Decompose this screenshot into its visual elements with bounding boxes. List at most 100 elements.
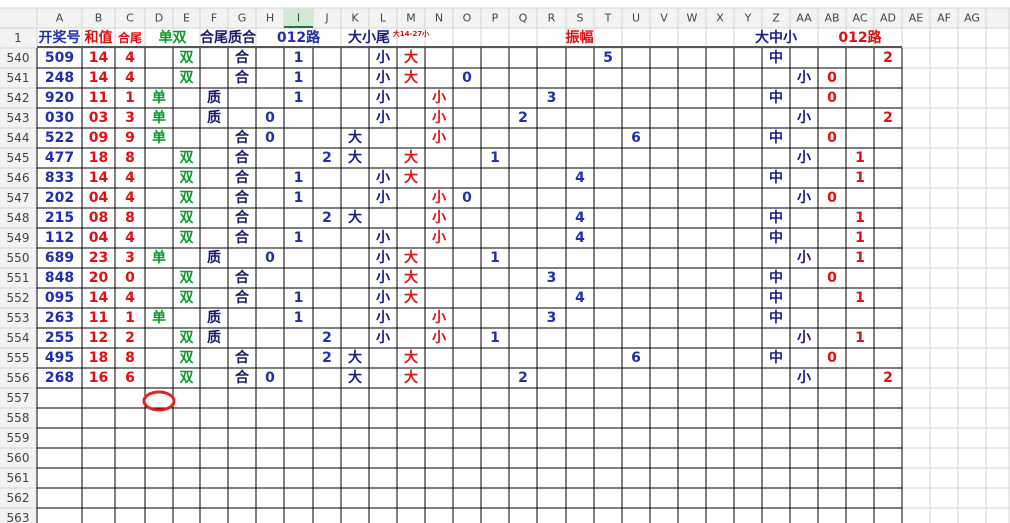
cell-value: 中 [769, 129, 783, 146]
row-number: 552 [7, 291, 30, 305]
cell-value: 合 [235, 349, 250, 366]
cell-value: 双 [180, 150, 194, 166]
cell-value: 0 [827, 70, 837, 86]
cell-value: 大 [404, 349, 418, 366]
column-letter: A [56, 12, 64, 25]
column-letter: Q [519, 12, 528, 25]
cell-value: 08 [89, 210, 108, 226]
column-letter: N [435, 12, 443, 25]
header-cell: 开奖号 [39, 29, 81, 46]
grid [0, 7, 1010, 523]
cell-value: 双 [180, 330, 194, 346]
header-cell: 振幅 [566, 29, 594, 46]
cell-value: 单 [152, 309, 166, 326]
cell-value: 495 [45, 350, 74, 366]
column-letter: AG [964, 12, 980, 25]
cell-value: 2 [518, 370, 528, 386]
cell-value: 大 [404, 289, 418, 306]
cell-value: 小 [432, 230, 446, 246]
cell-value: 合 [235, 149, 250, 166]
cell-value: 1 [855, 290, 865, 306]
column-letter: M [406, 12, 416, 25]
cell-value: 1 [490, 330, 500, 346]
cell-value: 0 [265, 370, 275, 386]
cell-value: 689 [45, 250, 74, 266]
cell-value: 小 [432, 330, 446, 346]
cell-value: 质 [207, 309, 221, 326]
cell-value: 2 [883, 50, 893, 66]
row-number: 553 [7, 311, 30, 325]
column-letter: L [380, 12, 387, 25]
cell-value: 双 [180, 290, 194, 306]
cell-value: 2 [322, 150, 332, 166]
column-letter: B [95, 12, 103, 25]
cell-value: 5 [603, 50, 613, 66]
cell-value: 大 [348, 149, 362, 166]
cell-value: 合 [235, 169, 250, 186]
cell-value: 合 [235, 369, 250, 386]
row-header-bar [0, 8, 37, 523]
cell-value: 8 [125, 150, 135, 166]
cell-value: 3 [125, 250, 135, 266]
cell-value: 1 [294, 90, 304, 106]
cell-value: 268 [45, 370, 74, 386]
cell-value: 1 [490, 150, 500, 166]
cell-value: 0 [827, 130, 837, 146]
cell-value: 单 [152, 109, 166, 126]
cell-value: 大 [404, 149, 418, 166]
column-letter: E [183, 12, 190, 25]
cell-value: 0 [827, 190, 837, 206]
cell-value: 小 [797, 70, 811, 86]
cell-value: 263 [45, 310, 74, 326]
row-number: 541 [7, 71, 30, 85]
cell-value: 1 [855, 250, 865, 266]
cell-value: 477 [45, 150, 74, 166]
cell-value: 9 [125, 130, 135, 146]
cell-value: 质 [207, 249, 221, 266]
cell-value: 2 [883, 110, 893, 126]
cell-value: 双 [180, 210, 194, 226]
cell-value: 1 [855, 150, 865, 166]
row-number: 561 [7, 471, 30, 485]
column-letter: T [604, 12, 612, 25]
cell-value: 509 [45, 50, 74, 66]
column-letter: J [324, 12, 328, 25]
row-number: 547 [7, 191, 30, 205]
row-number: 560 [7, 451, 30, 465]
cell-value: 小 [432, 310, 446, 326]
cell-value: 11 [89, 310, 108, 326]
cell-value: 1 [125, 310, 135, 326]
row-number: 557 [7, 391, 30, 405]
row-number: 548 [7, 211, 30, 225]
header-cell: 012路 [277, 29, 321, 46]
row-number: 554 [7, 331, 30, 345]
cell-value: 小 [797, 110, 811, 126]
cell-value: 中 [769, 289, 783, 306]
cell-value: 1 [294, 70, 304, 86]
cell-value: 4 [125, 50, 135, 66]
row-number: 562 [7, 491, 30, 505]
column-letter: R [548, 12, 556, 25]
column-header-bar [0, 8, 1010, 28]
cell-value: 小 [432, 110, 446, 126]
cell-value: 1 [294, 190, 304, 206]
cell-value: 小 [376, 190, 390, 206]
cell-value: 小 [432, 90, 446, 106]
column-letter: K [351, 12, 359, 25]
cell-value: 1 [855, 330, 865, 346]
cell-value: 中 [769, 309, 783, 326]
column-letter: AB [824, 12, 839, 25]
column-letter: W [687, 12, 698, 25]
column-letter: Z [772, 12, 780, 25]
column-letter: U [632, 12, 640, 25]
cell-value: 中 [769, 169, 783, 186]
cell-value: 522 [45, 130, 74, 146]
cell-value: 0 [265, 250, 275, 266]
cell-value: 095 [45, 290, 74, 306]
column-letter: P [492, 12, 499, 25]
cell-value: 6 [631, 130, 641, 146]
selected-column-marker [284, 8, 313, 28]
row-number: 1 [14, 31, 22, 45]
header-cell: 大14-27小 [393, 29, 429, 38]
